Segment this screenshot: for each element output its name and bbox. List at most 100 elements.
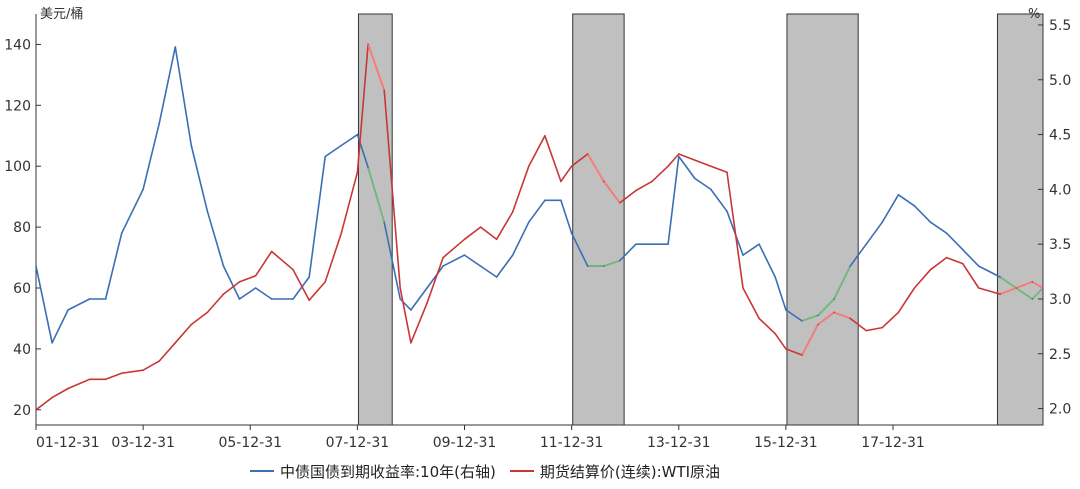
- series-oil-line-point: [340, 232, 343, 234]
- series-yield-line-point: [142, 188, 144, 191]
- shaded-periods: [357, 13, 1044, 426]
- series-yield-line-point: [602, 265, 605, 267]
- left-tick-label: 80: [13, 220, 31, 236]
- series-oil-line-point: [961, 262, 964, 265]
- series-yield-line-point: [961, 248, 964, 251]
- series-yield-line-point: [495, 276, 498, 278]
- x-tick-label: 13-12-31: [647, 435, 711, 451]
- series-oil-line-highlight: [999, 287, 1017, 295]
- right-tick-label: 4.0: [1049, 182, 1071, 198]
- series-yield-line-point: [88, 298, 91, 300]
- series-oil-line-point: [142, 369, 144, 372]
- series-yield-line-point: [849, 265, 851, 267]
- series-oil-line-point: [544, 134, 546, 137]
- series-oil-line-point: [849, 317, 851, 320]
- series-yield-line-point: [527, 221, 530, 224]
- series-yield-line-point: [120, 232, 123, 234]
- series-oil-line-point: [726, 171, 728, 174]
- series-oil-line-point: [817, 323, 819, 326]
- series-yield-line-point: [619, 259, 621, 262]
- right-axis-unit: %: [1028, 7, 1040, 22]
- series-yield-line-point: [222, 265, 225, 267]
- series-yield-line-highlight: [833, 265, 851, 300]
- series-yield-line-point: [865, 243, 868, 245]
- series-yield-line-point: [785, 309, 787, 311]
- series-oil-line-point: [206, 311, 209, 314]
- series-oil-line-point: [270, 250, 273, 253]
- series-oil-line-point: [929, 268, 932, 271]
- series-oil-line-point: [222, 293, 225, 295]
- legend-label-yield: 中债国债到期收益率:10年(右轴): [280, 462, 496, 481]
- series-oil-line-point: [51, 396, 53, 399]
- series-oil-line-point: [586, 153, 589, 155]
- series-yield-line-point: [67, 309, 69, 311]
- series-oil-line-point: [945, 256, 948, 259]
- series-yield-line-point: [635, 243, 637, 245]
- series-oil-line-point: [426, 302, 428, 305]
- series-oil-line-highlight: [1015, 281, 1033, 289]
- series-yield-line-point: [367, 166, 369, 169]
- series-yield-line-point: [586, 265, 589, 267]
- legend-label-oil: 期货结算价(连续):WTI原油: [539, 462, 721, 481]
- series-oil-line-point: [677, 153, 680, 155]
- legend-item-yield: 中债国债到期收益率:10年(右轴): [250, 461, 496, 482]
- series-oil-line-point: [742, 287, 744, 289]
- series-oil-line-point: [254, 275, 257, 277]
- series-yield-line-point: [694, 177, 696, 180]
- series-lines: [35, 43, 1044, 411]
- series-yield-line-point: [463, 254, 466, 256]
- x-tick-label: 09-12-31: [433, 435, 497, 451]
- series-yield-line-point: [881, 221, 884, 224]
- series-yield-line-point: [190, 144, 193, 147]
- series-oil-line-point: [410, 342, 412, 344]
- legend-swatch-oil: [509, 470, 534, 472]
- legend: 中债国债到期收益率:10年(右轴) 期货结算价(连续):WTI原油: [250, 458, 720, 484]
- series-oil-line-point: [602, 180, 605, 183]
- left-tick-label: 100: [4, 159, 31, 175]
- series-oil-line-point: [913, 287, 916, 289]
- series-yield-line-point: [238, 298, 241, 300]
- series-yield-line-point: [833, 298, 835, 300]
- series-oil-line-point: [694, 159, 696, 161]
- series-oil-line-point: [356, 171, 359, 174]
- series-oil-line-point: [174, 342, 177, 344]
- axes: [35, 14, 1044, 426]
- series-yield-line-point: [511, 254, 514, 256]
- series-oil-line-point: [104, 378, 107, 381]
- shaded-period-2: [572, 13, 625, 426]
- series-yield-line-point: [340, 144, 343, 147]
- series-yield-line-highlight: [367, 167, 385, 223]
- left-axis-unit: 美元/桶: [40, 7, 83, 22]
- series-yield-line-point: [677, 155, 680, 158]
- series-yield-line-point: [426, 287, 428, 289]
- left-tick-label: 40: [13, 342, 31, 358]
- series-oil-line-point: [865, 329, 868, 332]
- right-tick-label: 4.5: [1049, 128, 1071, 144]
- series-oil-line-point: [190, 323, 193, 326]
- right-axis-ticks: 2.0 2.5 3.0 3.5 4.0 4.5 5.0 5.5: [1038, 18, 1071, 418]
- series-oil-line-point: [158, 360, 160, 362]
- series-yield-line-point: [774, 276, 776, 278]
- series-yield-line-point: [479, 265, 482, 267]
- right-tick-label: 3.5: [1049, 237, 1071, 253]
- series-oil-line-point: [977, 287, 980, 289]
- series-yield-line-point: [206, 210, 209, 213]
- series-yield-line-point: [544, 199, 546, 202]
- series-yield-line-point: [270, 298, 273, 300]
- series-yield-line-point: [254, 287, 257, 289]
- series-yield-line-point: [104, 298, 107, 300]
- series-oil-line-point: [635, 189, 637, 192]
- series-oil-line-point: [1031, 281, 1034, 283]
- x-tick-label: 05-12-31: [218, 435, 282, 451]
- left-tick-label: 140: [4, 37, 31, 53]
- series-oil-line-highlight: [817, 311, 835, 326]
- right-tick-label: 2.0: [1049, 402, 1071, 418]
- series-oil-line-point: [120, 372, 123, 375]
- series-yield-line-point: [667, 243, 669, 245]
- series-yield-line-point: [1031, 298, 1034, 300]
- series-yield-line-point: [442, 265, 444, 267]
- series-oil-line-point: [367, 43, 369, 46]
- series-yield-line-point: [651, 243, 653, 245]
- legend-item-oil: 期货结算价(连续):WTI原油: [509, 461, 721, 482]
